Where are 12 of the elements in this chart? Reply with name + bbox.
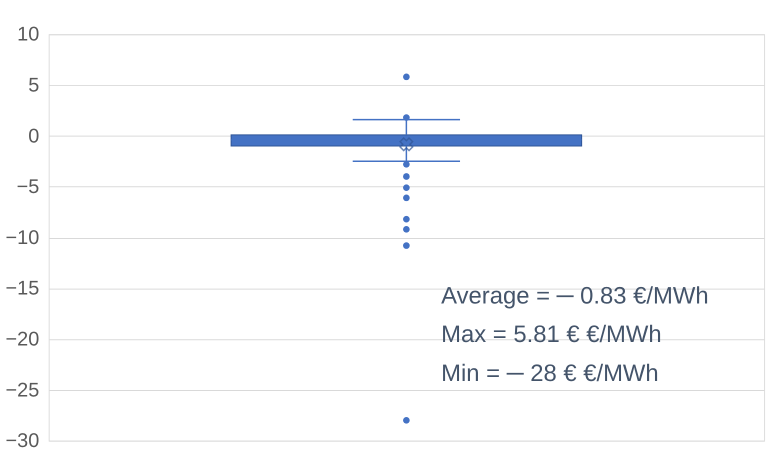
annotation: Max = 5.81 € €/MWh: [441, 321, 662, 348]
y-tick-label: −25: [6, 379, 40, 402]
y-tick-label: 5: [28, 74, 40, 97]
y-tick-label: −5: [16, 176, 40, 198]
y-tick-label: 0: [28, 125, 40, 148]
y-tick-label: −15: [6, 278, 40, 300]
y-tick-label: −10: [6, 226, 40, 249]
y-tick-label: −20: [6, 328, 40, 351]
y-tick-label: −30: [6, 430, 40, 452]
annotation: Min = ─ 28 € €/MWh: [441, 360, 659, 387]
y-tick-label: 10: [17, 24, 40, 46]
annotation: Average = ─ 0.83 €/MWh: [441, 282, 709, 310]
